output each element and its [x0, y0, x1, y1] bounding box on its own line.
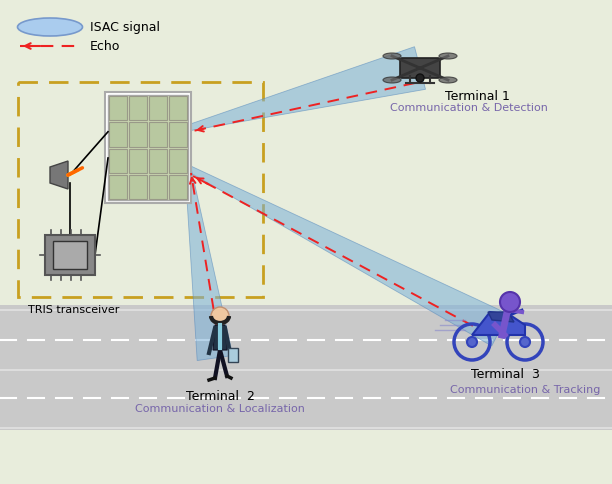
- Ellipse shape: [439, 53, 457, 59]
- Bar: [109, 96, 127, 120]
- Bar: [105, 92, 191, 203]
- Text: ISAC signal: ISAC signal: [90, 20, 160, 33]
- Bar: [228, 348, 238, 362]
- Circle shape: [520, 337, 530, 347]
- Bar: [149, 122, 167, 147]
- Bar: [18, 82, 263, 297]
- Bar: [109, 149, 127, 173]
- Polygon shape: [472, 312, 525, 335]
- Text: Communication & Detection: Communication & Detection: [390, 103, 548, 113]
- Polygon shape: [185, 167, 233, 361]
- FancyBboxPatch shape: [400, 58, 440, 78]
- Bar: [108, 95, 188, 200]
- Bar: [169, 175, 187, 199]
- Circle shape: [467, 337, 477, 347]
- Bar: [169, 96, 187, 120]
- Bar: [53, 241, 87, 269]
- Bar: [149, 96, 167, 120]
- Polygon shape: [50, 161, 68, 189]
- Ellipse shape: [383, 77, 401, 83]
- Bar: [109, 122, 127, 147]
- Bar: [109, 175, 127, 199]
- Bar: [169, 122, 187, 147]
- Bar: [129, 175, 147, 199]
- Text: Communication & Localization: Communication & Localization: [135, 404, 305, 414]
- Text: Terminal  2: Terminal 2: [185, 390, 255, 403]
- Text: Echo: Echo: [90, 40, 121, 52]
- Text: TRIS transceiver: TRIS transceiver: [28, 305, 119, 315]
- Bar: [129, 149, 147, 173]
- Text: Terminal  3: Terminal 3: [471, 368, 539, 381]
- Bar: [129, 122, 147, 147]
- Polygon shape: [187, 46, 425, 131]
- Ellipse shape: [383, 53, 401, 59]
- Text: Terminal 1: Terminal 1: [445, 90, 510, 103]
- Ellipse shape: [439, 77, 457, 83]
- Ellipse shape: [18, 18, 83, 36]
- Bar: [149, 149, 167, 173]
- Circle shape: [211, 307, 229, 325]
- Polygon shape: [187, 166, 509, 346]
- Bar: [45, 235, 95, 275]
- Bar: [149, 175, 167, 199]
- Text: Communication & Tracking: Communication & Tracking: [450, 385, 600, 395]
- Circle shape: [500, 292, 520, 312]
- Bar: [0, 305, 612, 430]
- Bar: [169, 149, 187, 173]
- Bar: [0, 430, 612, 484]
- Polygon shape: [213, 325, 227, 350]
- Circle shape: [416, 74, 424, 82]
- Bar: [129, 96, 147, 120]
- Polygon shape: [488, 312, 514, 322]
